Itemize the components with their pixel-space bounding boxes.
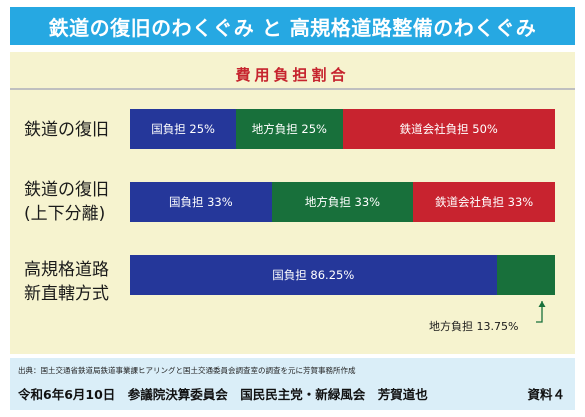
local-share-annotation: 地方負担 13.75%: [429, 320, 519, 333]
page-title: 鉄道の復旧のわくぐみ と 高規格道路整備のわくぐみ: [10, 7, 575, 45]
chart-panel: 費用負担割合 鉄道の復旧 鉄道の復旧 (上下分離) 高規格道路 新直轄方式 国負…: [10, 52, 575, 354]
chart-title: 費用負担割合: [235, 66, 350, 84]
row-label-line: (上下分離): [24, 204, 106, 224]
chart-title-divider: [10, 88, 575, 90]
row-label-line: 高規格道路: [24, 260, 109, 280]
callout-arrow: [536, 301, 546, 323]
row-label-line: 鉄道の復旧: [24, 120, 109, 140]
row-label-expressway: 高規格道路 新直轄方式: [24, 258, 109, 306]
document-label: 資料４: [527, 387, 565, 402]
row-label-railway-separation: 鉄道の復旧 (上下分離): [24, 178, 109, 226]
meeting-info: 令和6年6月10日 参議院決算委員会 国民民主党・新緑風会 芳賀道也: [18, 387, 428, 402]
row-label-line: 新直轄方式: [24, 284, 109, 304]
row-label-railway-recovery: 鉄道の復旧: [24, 118, 109, 142]
bar-segment: 国負担 86.25%: [130, 255, 497, 295]
bar-segment: [496, 255, 555, 295]
source-note: 出典：国土交通省鉄道局鉄道事業課ヒアリングと国土交通委員会調査室の調査を元に芳賀…: [18, 366, 356, 375]
footer: 出典：国土交通省鉄道局鉄道事業課ヒアリングと国土交通委員会調査室の調査を元に芳賀…: [10, 358, 575, 410]
row-label-line: 鉄道の復旧: [24, 180, 109, 200]
bar-row-expressway: 国負担 86.25%: [130, 255, 555, 295]
